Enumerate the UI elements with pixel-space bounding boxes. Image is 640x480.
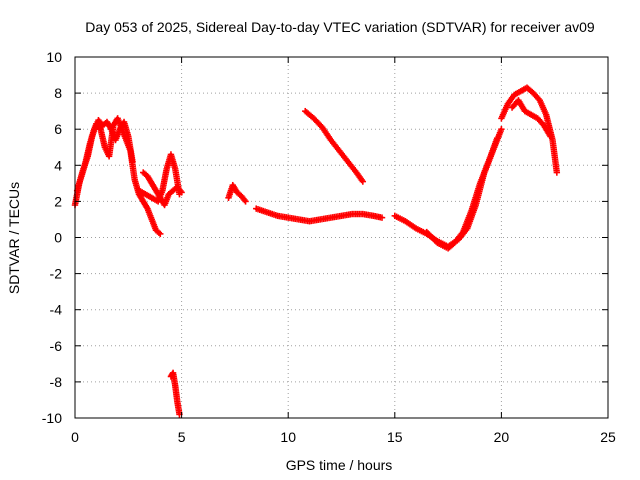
y-tick-label: 6 <box>54 121 62 137</box>
chart-title: Day 053 of 2025, Sidereal Day-to-day VTE… <box>85 19 595 35</box>
x-tick-label: 15 <box>387 429 403 445</box>
x-tick-label: 20 <box>494 429 510 445</box>
axis-ticks <box>74 56 609 419</box>
data-point-marker <box>242 198 249 205</box>
y-tick-label: 0 <box>54 230 62 246</box>
y-axis-label: SDTVAR / TECUs <box>6 182 22 294</box>
data-point-marker <box>553 169 561 176</box>
data-point-marker <box>157 230 164 238</box>
y-tick-label: -10 <box>42 410 62 426</box>
data-point-marker <box>547 133 554 140</box>
y-tick-label: 2 <box>54 193 62 209</box>
data-point-marker <box>498 126 505 133</box>
y-tick-label: -8 <box>50 374 63 390</box>
tick-labels: 0 5 10 15 20 25 -10 -8 -6 -4 -2 0 2 4 6 8 10 <box>42 49 616 445</box>
data-point-marker <box>378 214 386 221</box>
x-tick-label: 25 <box>600 429 616 445</box>
x-tick-label: 5 <box>178 429 186 445</box>
y-tick-label: 8 <box>54 85 62 101</box>
data-point-marker <box>493 135 501 142</box>
y-tick-label: -2 <box>50 266 63 282</box>
data-point-marker <box>176 190 183 198</box>
y-tick-label: -4 <box>50 302 63 318</box>
x-tick-label: 10 <box>280 429 296 445</box>
y-tick-label: -6 <box>50 338 63 354</box>
y-tick-label: 4 <box>54 157 62 173</box>
x-axis-label: GPS time / hours <box>286 457 393 473</box>
y-tick-label: 10 <box>46 49 62 65</box>
data-point-marker <box>359 178 367 185</box>
data-series-group <box>71 84 561 418</box>
x-tick-label: 0 <box>71 429 79 445</box>
data-point-marker <box>129 158 136 165</box>
